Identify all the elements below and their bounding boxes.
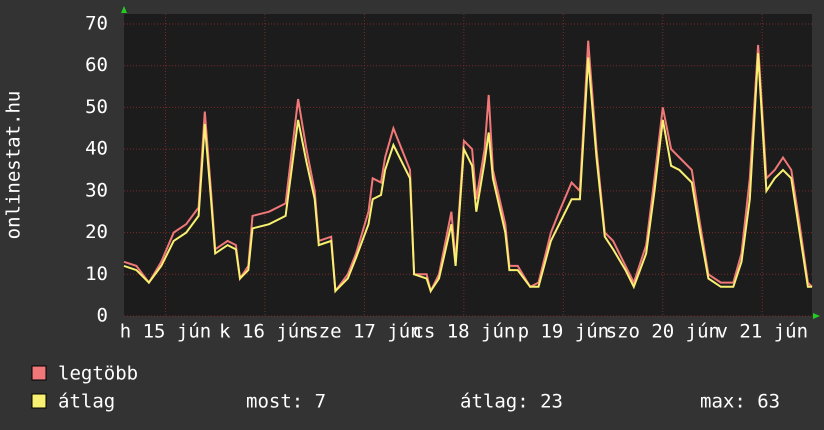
series-line <box>123 53 812 294</box>
y-tick-label: 0 <box>97 305 108 327</box>
x-tick-label: szo 20 jún <box>606 321 720 343</box>
legend-swatch <box>31 365 47 381</box>
y-tick-label: 40 <box>85 138 108 160</box>
y-tick-label: 20 <box>85 221 108 243</box>
stat: max: 63 <box>700 391 780 413</box>
x-tick-label: sze 17 jún <box>307 321 421 343</box>
x-tick-label: h 15 jún <box>120 321 212 343</box>
x-tick-label: cs 18 jún <box>412 321 515 343</box>
y-tick-label: 30 <box>85 179 108 201</box>
y-tick-label: 10 <box>85 263 108 285</box>
x-tick-label: k 16 jún <box>219 321 311 343</box>
stat: átlag: 23 <box>460 391 563 413</box>
stat: most: 7 <box>246 391 326 413</box>
legend-swatch <box>31 393 47 409</box>
legend-label: átlag <box>58 391 115 413</box>
x-tick-label: p 19 jún <box>518 321 610 343</box>
y-arrow <box>121 6 127 13</box>
x-arrow <box>813 313 820 319</box>
y-axis-label: onlinestat.hu <box>3 91 25 240</box>
y-tick-label: 50 <box>85 96 108 118</box>
x-tick-label: v 21 jún <box>717 321 809 343</box>
legend-label: legtöbb <box>58 363 138 385</box>
y-tick-label: 70 <box>85 13 108 35</box>
y-tick-label: 60 <box>85 54 108 76</box>
